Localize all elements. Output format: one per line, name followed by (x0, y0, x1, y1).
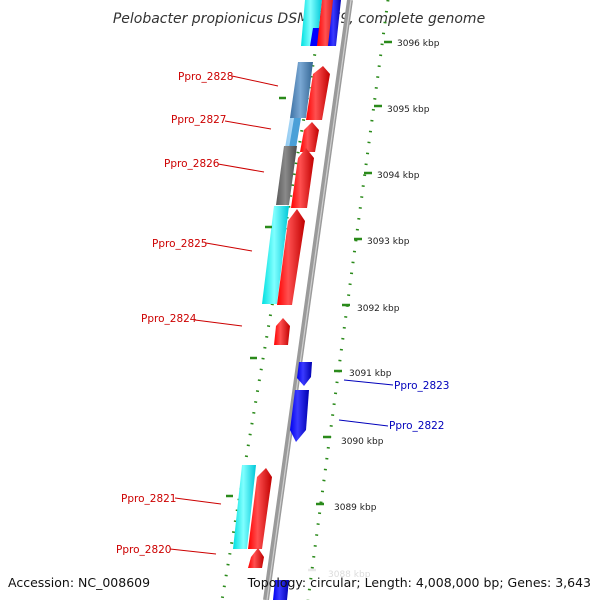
leader-line-2821 (174, 497, 222, 505)
leader-line-2822 (338, 419, 389, 427)
kbp-label-3094: 3094 kbp (377, 171, 420, 181)
kbp-label-3091: 3091 kbp (349, 369, 392, 379)
gene-leader-lines (169, 75, 394, 555)
cog-block-2825 (262, 206, 289, 304)
kbp-label-3092: 3092 kbp (357, 304, 400, 314)
topology-text: Topology: circular; Length: 4,008,000 bp… (247, 575, 591, 590)
kbp-label-3096: 3096 kbp (397, 39, 440, 49)
kbp-label-3093: 3093 kbp (367, 237, 410, 247)
leader-line-2825 (205, 242, 253, 252)
gene-arrow-2820 (248, 548, 264, 568)
gene-arrow-2823 (297, 362, 312, 386)
genome-backbone (263, 0, 353, 600)
cog-block-2827b (289, 118, 301, 148)
kbp-label-3090: 3090 kbp (341, 437, 384, 447)
leader-line-2823 (343, 379, 394, 386)
gene-label-ppro-2824[interactable]: Ppro_2824 (141, 313, 197, 325)
cog-track (233, 0, 322, 549)
gene-label-ppro-2821[interactable]: Ppro_2821 (121, 493, 176, 505)
gene-arrow-2821 (248, 468, 272, 549)
inner-arc-ticks (226, 96, 286, 498)
accession-text: Accession: NC_008609 (8, 575, 150, 590)
gene-arrow-2822 (290, 390, 309, 442)
kbp-label-3095: 3095 kbp (387, 105, 430, 115)
map-title: Pelobacter propionicus DSM 2379, complet… (113, 11, 485, 27)
gene-label-ppro-2825[interactable]: Ppro_2825 (152, 238, 207, 250)
gene-arrow-2828 (306, 66, 330, 120)
gene-arrow-2827 (300, 122, 319, 152)
cog-block-2828 (290, 62, 313, 118)
gene-arrow-2825 (277, 209, 305, 305)
gene-arrow-bottom-reverse (273, 580, 289, 600)
leader-line-2828 (231, 75, 279, 87)
gene-label-ppro-2823[interactable]: Ppro_2823 (394, 380, 449, 392)
leader-line-2824 (194, 319, 243, 327)
kbp-label-3088: 3088 kbp (328, 570, 371, 580)
kbp-scale: 3096 kbp 3095 kbp 3094 kbp 3093 kbp 3092… (308, 39, 440, 580)
gene-arrow-2824 (274, 318, 290, 345)
kbp-label-3089: 3089 kbp (334, 503, 377, 513)
cog-block-2826 (276, 146, 297, 205)
gene-label-ppro-2820[interactable]: Ppro_2820 (116, 544, 171, 556)
gene-labels: Ppro_2828 Ppro_2827 Ppro_2826 Ppro_2825 … (116, 71, 449, 556)
cog-block-2821 (233, 465, 256, 549)
gene-arrow-2826 (291, 148, 314, 208)
leader-line-2820 (169, 548, 217, 555)
reverse-strand-track (273, 0, 341, 600)
gene-label-ppro-2828[interactable]: Ppro_2828 (178, 71, 233, 83)
leader-line-2827 (224, 120, 272, 130)
gene-label-ppro-2827[interactable]: Ppro_2827 (171, 114, 226, 126)
forward-strand-track (248, 0, 338, 568)
gene-label-ppro-2826[interactable]: Ppro_2826 (164, 158, 220, 170)
gene-arrow-top-reverse (328, 0, 341, 46)
leader-line-2826 (217, 163, 265, 173)
gene-label-ppro-2822[interactable]: Ppro_2822 (389, 420, 444, 432)
